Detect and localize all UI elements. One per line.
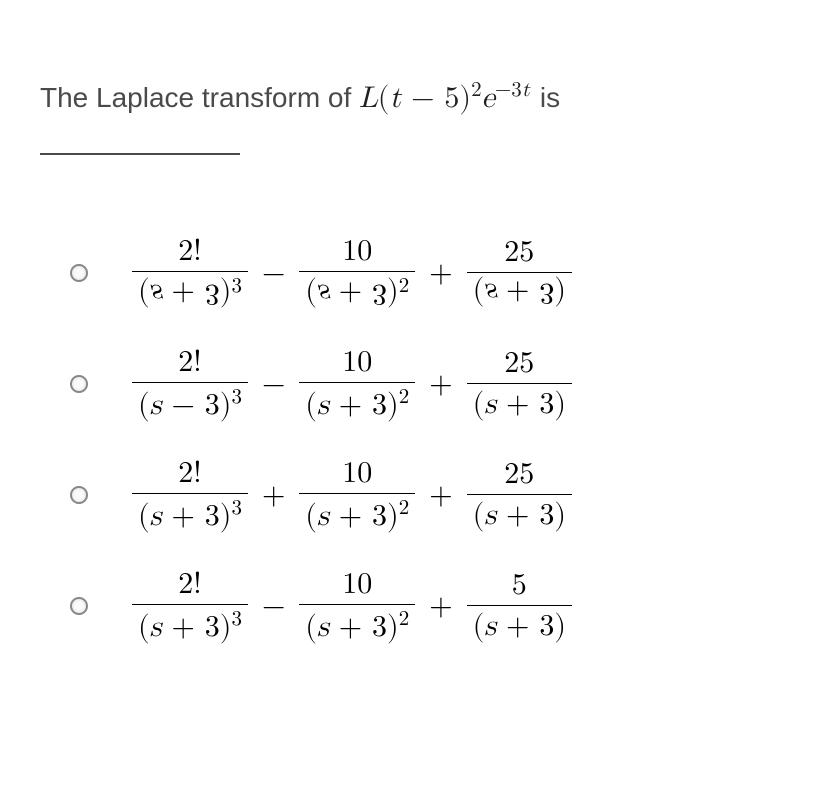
fraction: 25(s + 3): [467, 345, 572, 422]
radio-button[interactable]: [70, 375, 88, 393]
answer-blank: [40, 153, 240, 155]
fraction: 25(s + 3): [467, 456, 572, 533]
numerator: 10: [336, 344, 378, 382]
math-t: t: [389, 83, 401, 113]
denominator: (s + 3): [467, 494, 572, 533]
fraction: 5(s + 3): [467, 567, 572, 644]
operator: −: [262, 255, 285, 291]
radio-button[interactable]: [70, 486, 88, 504]
flipped-content: (s + 3): [473, 275, 566, 311]
fraction: 10(s + 3)2: [299, 566, 415, 645]
numerator: 2!: [172, 233, 207, 271]
numerator: 25: [498, 234, 540, 272]
option-row[interactable]: 2!(s + 3)3−10(s + 3)2+5(s + 3): [70, 566, 788, 645]
denominator: (s + 3): [467, 272, 572, 311]
numerator: 2!: [172, 566, 207, 604]
flipped-den: (s + 3)2: [305, 279, 409, 309]
math-close-paren: ): [459, 83, 471, 113]
option-expression: 2!(s − 3)3−10(s + 3)2+25(s + 3): [128, 344, 576, 423]
math-minus: −: [401, 83, 444, 113]
math-open-paren: (: [378, 83, 390, 113]
fraction: 2! (s + 3)3: [132, 233, 248, 312]
question-text: The Laplace transform of L(t − 5)2e−3t i…: [40, 75, 788, 163]
question-suffix: is: [540, 82, 560, 113]
math-L: L: [359, 83, 378, 113]
denominator: (s + 3)3: [132, 493, 248, 534]
operator: +: [429, 588, 452, 624]
radio-button[interactable]: [70, 264, 88, 282]
operator: +: [429, 255, 452, 291]
option-expression: 2! (s + 3)3− 10 (s + 3)2 +25 (s + 3): [128, 233, 576, 312]
operator: −: [262, 366, 285, 402]
operator: +: [429, 366, 452, 402]
flipped-den: (s + 3)3: [138, 279, 242, 309]
denominator: (s + 3): [467, 383, 572, 422]
option-expression: 2!(s + 3)3 +10(s + 3)2 +25(s + 3): [128, 455, 576, 534]
fraction: 10 (s + 3)2: [299, 233, 415, 312]
question-card: The Laplace transform of L(t − 5)2e−3t i…: [40, 75, 788, 645]
numerator: 2!: [172, 455, 207, 493]
fraction: 25 (s + 3): [467, 234, 572, 311]
radio-button[interactable]: [70, 597, 88, 615]
numerator: 10: [336, 566, 378, 604]
math-e: e: [482, 83, 495, 113]
numerator: 25: [498, 456, 540, 494]
denominator: (s − 3)3: [132, 382, 248, 423]
denominator: (s + 3)2: [299, 271, 415, 312]
flipped-content: (s + 3): [305, 276, 398, 312]
option-row[interactable]: 2!(s + 3)3 +10(s + 3)2 +25(s + 3): [70, 455, 788, 534]
question-prefix: The Laplace transform of: [40, 82, 359, 113]
operator: −: [262, 588, 285, 624]
question-math: L(t − 5)2e−3t: [359, 83, 540, 113]
math-squared: 2: [471, 80, 482, 101]
numerator: 5: [506, 567, 533, 605]
numerator: 25: [498, 345, 540, 383]
operator: +: [429, 477, 452, 513]
denominator: (s + 3)2: [299, 493, 415, 534]
fraction: 10(s + 3)2: [299, 455, 415, 534]
option-expression: 2!(s + 3)3−10(s + 3)2+5(s + 3): [128, 566, 576, 645]
option-row[interactable]: 2! (s + 3)3− 10 (s + 3)2 +25 (s + 3): [70, 233, 788, 312]
math-five: 5: [444, 83, 459, 113]
numerator: 10: [336, 233, 378, 271]
denominator: (s + 3)2: [299, 382, 415, 423]
fraction: 2!(s − 3)3: [132, 344, 248, 423]
math-exp-neg3: −3: [495, 80, 522, 101]
denominator: (s + 3): [467, 605, 572, 644]
options-list: 2!(s + 3)3−10(s + 3)2+25(s + 3)2!(s − 3)…: [40, 233, 788, 645]
denominator: (s + 3)3: [132, 604, 248, 645]
denominator: (s + 3)2: [299, 604, 415, 645]
option-row[interactable]: 2!(s − 3)3−10(s + 3)2+25(s + 3): [70, 344, 788, 423]
flipped-den: (s + 3): [473, 278, 566, 308]
fraction: 2!(s + 3)3: [132, 566, 248, 645]
flipped-content: (s + 3): [138, 276, 231, 312]
numerator: 10: [336, 455, 378, 493]
math-exp-t: t: [522, 80, 530, 101]
fraction: 10(s + 3)2: [299, 344, 415, 423]
operator: +: [262, 477, 285, 513]
numerator: 2!: [172, 344, 207, 382]
denominator: (s + 3)3: [132, 271, 248, 312]
fraction: 2!(s + 3)3: [132, 455, 248, 534]
